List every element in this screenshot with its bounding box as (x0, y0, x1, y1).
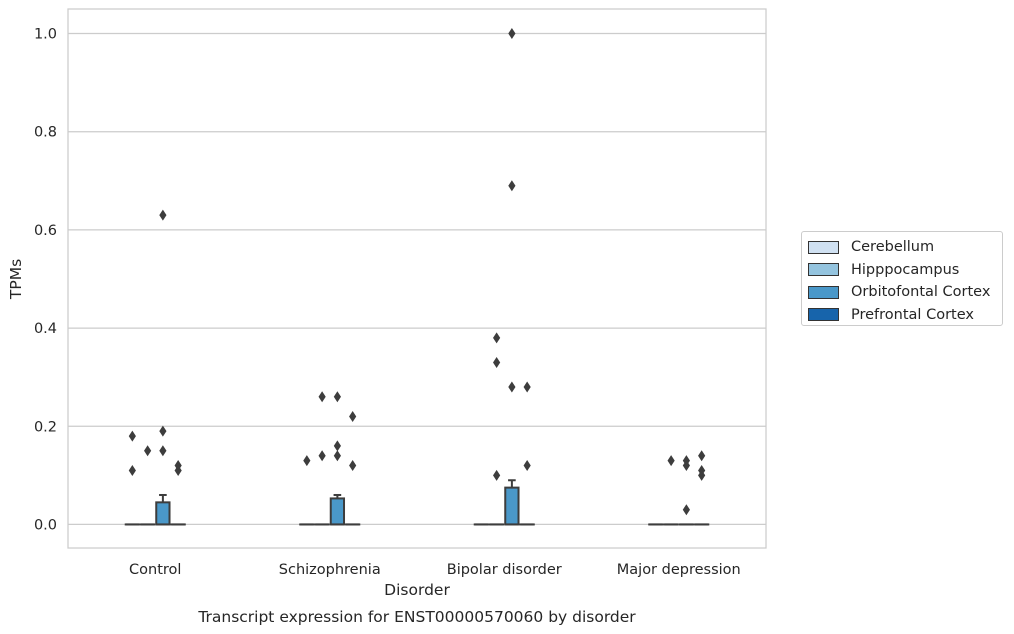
plot-frame (67, 8, 767, 549)
box (329, 497, 346, 526)
outlier-point (159, 445, 167, 457)
x-tick-label: Bipolar disorder (447, 562, 562, 578)
outlier-point (508, 381, 516, 393)
y-tick-label: 0.0 (34, 517, 57, 533)
legend-label: Cerebellum (851, 239, 935, 256)
x-tick-label: Schizophrenia (279, 562, 381, 578)
outlier-point (508, 28, 516, 40)
outlier-point (523, 381, 531, 393)
outlier-point (682, 504, 690, 516)
outlier-point (493, 356, 501, 368)
outlier-point (508, 180, 516, 192)
outlier-point (159, 425, 167, 437)
outlier-point (349, 410, 357, 422)
outlier-point (493, 332, 501, 344)
outlier-point (698, 450, 706, 462)
y-tick-label: 0.4 (34, 321, 57, 337)
boxes (124, 28, 710, 526)
x-tick-label: Control (129, 562, 181, 578)
legend-swatch (808, 285, 839, 299)
outlier-point (523, 460, 531, 472)
legend-label: Prefrontal Cortex (851, 306, 974, 323)
outlier-point (493, 469, 501, 481)
legend: Cerebellum Hipppocampus Orbitofontal Corte… (801, 231, 1003, 326)
outlier-point (318, 391, 326, 403)
x-axis-label: Disorder (384, 581, 450, 599)
y-tick-label: 0.8 (34, 125, 57, 141)
y-tick-labels: 0.0 0.2 0.4 0.6 0.8 1.0 (34, 27, 57, 534)
legend-swatch (808, 308, 839, 322)
outlier-point (333, 391, 341, 403)
plot-area-background (68, 9, 766, 548)
chart-title: Transcript expression for ENST0000057006… (197, 608, 636, 626)
y-tick-label: 1.0 (34, 27, 57, 43)
y-tick-label: 0.6 (34, 223, 57, 239)
legend-item: Orbitofontal Cortex (808, 281, 1002, 304)
outlier-point (144, 445, 152, 457)
outlier-point (333, 440, 341, 452)
legend-item: Cerebellum (808, 236, 1002, 259)
outlier-point (698, 464, 706, 476)
outlier-point (303, 455, 311, 467)
outlier-point (667, 455, 675, 467)
outlier-point (349, 460, 357, 472)
box (504, 486, 520, 526)
legend-label: Hipppocampus (851, 261, 960, 278)
outlier-point (159, 209, 167, 221)
legend-label: Orbitofontal Cortex (851, 284, 991, 301)
x-tick-label: Major depression (617, 562, 741, 578)
outlier-point (333, 450, 341, 462)
box (155, 501, 171, 526)
legend-item: Hipppocampus (808, 259, 1002, 282)
outlier-point (682, 455, 690, 467)
legend-swatch (808, 240, 839, 254)
legend-swatch (808, 263, 839, 277)
outlier-point (174, 460, 182, 472)
outlier-point (318, 450, 326, 462)
legend-item: Prefrontal Cortex (808, 304, 1002, 327)
outlier-point (128, 464, 136, 476)
outlier-point (128, 430, 136, 442)
x-tick-labels: Control Schizophrenia Bipolar disorder Majo… (129, 562, 741, 578)
y-axis-label: TPMs (7, 259, 25, 300)
y-tick-label: 0.2 (34, 419, 57, 435)
